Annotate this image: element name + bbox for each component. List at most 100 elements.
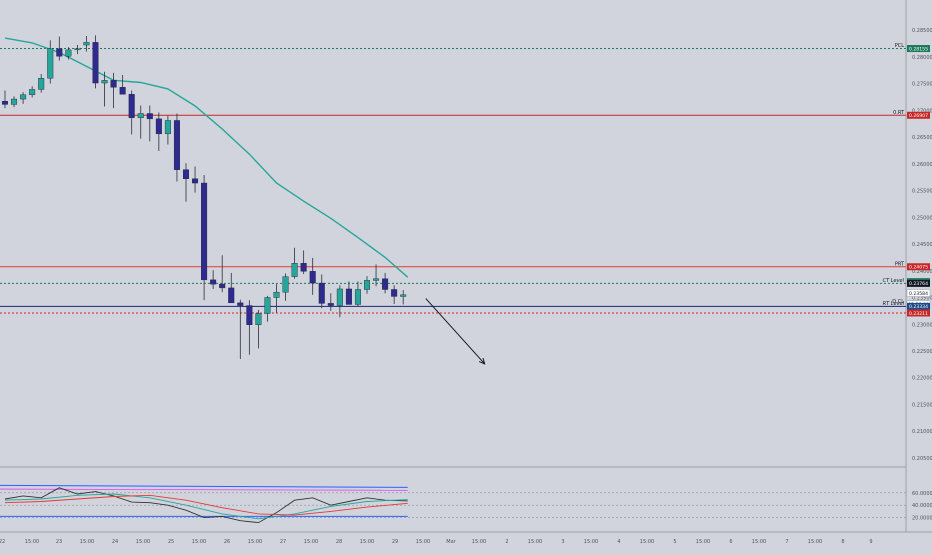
time-tick-label: 15:00 bbox=[584, 539, 598, 545]
time-tick-label: 22 bbox=[0, 539, 5, 545]
candle-body bbox=[382, 278, 389, 290]
time-tick-label: 15:00 bbox=[472, 539, 486, 545]
candle-body bbox=[38, 78, 45, 90]
candle-body bbox=[182, 169, 189, 179]
candle-body bbox=[391, 289, 398, 297]
price-label-box bbox=[907, 279, 930, 287]
time-tick-label: 15:00 bbox=[25, 539, 39, 545]
price-tick-label: 0.24000 bbox=[912, 269, 932, 275]
candle-body bbox=[354, 289, 361, 305]
level-label: D.CL bbox=[892, 299, 904, 305]
candle-body bbox=[65, 49, 72, 57]
level-label: PCL bbox=[895, 43, 905, 49]
price-label-box bbox=[907, 309, 930, 317]
candle-body bbox=[119, 87, 126, 95]
time-tick-label: 15:00 bbox=[248, 539, 262, 545]
time-tick-label: 15:00 bbox=[360, 539, 374, 545]
candle-body bbox=[237, 302, 244, 306]
time-tick-label: 24 bbox=[112, 539, 118, 545]
candle-body bbox=[2, 101, 8, 105]
time-tick-label: 23 bbox=[56, 539, 62, 545]
price-tick-label: 0.23000 bbox=[912, 322, 932, 328]
price-tick-label: 0.26000 bbox=[912, 162, 932, 168]
time-tick-label: 15:00 bbox=[80, 539, 94, 545]
osc-tick-label: 20.00000 bbox=[912, 516, 932, 522]
candle-body bbox=[74, 48, 81, 51]
candle-body bbox=[11, 98, 18, 105]
time-tick-label: 15:00 bbox=[528, 539, 542, 545]
candle-body bbox=[173, 120, 180, 170]
price-label-box bbox=[907, 45, 930, 53]
osc-upper-band bbox=[0, 484, 408, 488]
price-tick-label: 0.28000 bbox=[912, 55, 932, 61]
price-tick-label: 0.21500 bbox=[912, 402, 932, 408]
time-tick-label: 15:00 bbox=[752, 539, 766, 545]
time-tick-label: 15:00 bbox=[136, 539, 150, 545]
level-label: CT Level bbox=[883, 278, 905, 284]
candle-body bbox=[300, 263, 307, 272]
time-tick-label: 4 bbox=[617, 539, 620, 545]
candle-body bbox=[255, 313, 262, 325]
price-label-box bbox=[907, 263, 930, 271]
time-tick-label: 27 bbox=[280, 539, 286, 545]
osc-tick-label: 40.00000 bbox=[912, 503, 932, 509]
osc-magenta-line bbox=[0, 488, 408, 491]
time-tick-label: 15:00 bbox=[416, 539, 430, 545]
candle-body bbox=[137, 113, 144, 118]
time-tick-label: 15:00 bbox=[696, 539, 710, 545]
candle-body bbox=[83, 42, 90, 46]
candle-body bbox=[219, 283, 226, 289]
candle-body bbox=[47, 48, 54, 79]
price-label-box bbox=[907, 111, 930, 119]
candle-body bbox=[273, 291, 280, 298]
price-tick-label: 0.21000 bbox=[912, 429, 932, 435]
price-label-box bbox=[906, 289, 931, 297]
level-label: RT Level bbox=[883, 301, 905, 307]
time-tick-label: 2 bbox=[505, 539, 508, 545]
price-tick-label: 0.27000 bbox=[912, 108, 932, 114]
osc-series-line bbox=[4, 494, 408, 516]
candle-body bbox=[155, 118, 162, 135]
candle-body bbox=[291, 263, 298, 277]
price-label-text: 0.28155 bbox=[909, 46, 928, 52]
candle-body bbox=[20, 94, 27, 100]
candle-body bbox=[327, 303, 334, 306]
price-label-text: 0.23764 bbox=[909, 281, 928, 287]
price-tick-label: 0.27500 bbox=[912, 82, 932, 88]
time-tick-label: 25 bbox=[168, 539, 174, 545]
candle-body bbox=[128, 94, 135, 118]
candle-body bbox=[201, 182, 208, 281]
time-tick-label: 28 bbox=[336, 539, 342, 545]
projection-arrow-head bbox=[478, 357, 486, 365]
time-tick-label: 5 bbox=[673, 539, 676, 545]
level-label: PRT bbox=[895, 261, 905, 267]
price-tick-label: 0.25000 bbox=[912, 215, 932, 221]
time-tick-label: Mar bbox=[446, 539, 456, 545]
candle-body bbox=[56, 48, 63, 57]
candle-body bbox=[246, 305, 253, 325]
time-tick-label: 29 bbox=[392, 539, 398, 545]
time-tick-label: 15:00 bbox=[640, 539, 654, 545]
price-label-text: 0.24075 bbox=[909, 265, 928, 271]
moving-average-line bbox=[4, 37, 409, 278]
price-label-text: 0.23584 bbox=[909, 291, 928, 297]
time-tick-label: 3 bbox=[561, 539, 564, 545]
time-tick-label: 9 bbox=[869, 539, 872, 545]
osc-tick-label: 60.00000 bbox=[912, 491, 932, 497]
candle-body bbox=[400, 294, 407, 297]
time-tick-label: 15:00 bbox=[808, 539, 822, 545]
time-tick-label: 6 bbox=[729, 539, 732, 545]
price-label-box bbox=[907, 302, 930, 310]
price-tick-label: 0.20500 bbox=[912, 456, 932, 462]
osc-series-line bbox=[4, 487, 408, 524]
candle-body bbox=[146, 113, 153, 120]
candle-body bbox=[210, 279, 217, 285]
price-tick-label: 0.25500 bbox=[912, 189, 932, 195]
osc-series-line bbox=[4, 493, 408, 520]
price-tick-label: 0.26500 bbox=[912, 135, 932, 141]
time-tick-label: 7 bbox=[785, 539, 788, 545]
level-label: 0.RT bbox=[893, 110, 905, 116]
price-tick-label: 0.22000 bbox=[912, 376, 932, 382]
